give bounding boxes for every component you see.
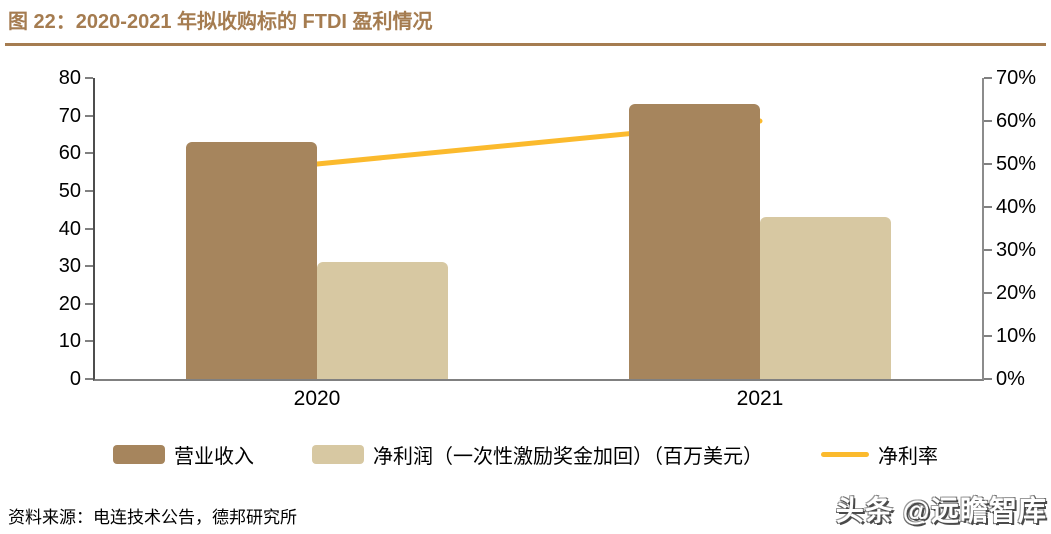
legend-swatch-net-margin: [821, 452, 869, 457]
legend-item-net-profit: 净利润（一次性激励奖金加回）（百万美元）: [312, 440, 763, 469]
legend-item-net-margin: 净利率: [821, 440, 938, 469]
y-axis-right-tick-label: 10%: [996, 325, 1037, 347]
title-underline: [5, 43, 1046, 46]
legend-swatch-net-profit: [312, 445, 364, 464]
y-axis-left-tick-label: 30: [58, 255, 81, 278]
y-axis-right-tick: [984, 163, 992, 165]
y-axis-left-tick: [85, 189, 93, 192]
y-axis-right-tick: [984, 249, 992, 251]
y-axis-right-tick: [984, 292, 992, 294]
y-axis-left-tick: [85, 302, 93, 305]
bar-net-profit-2021: [760, 217, 891, 379]
y-axis-left-tick: [85, 152, 93, 155]
y-axis-left-tick-label: 60: [58, 142, 81, 165]
y-axis-right-tick-label: 50%: [996, 153, 1037, 175]
legend-label-net-profit: 净利润（一次性激励奖金加回）（百万美元）: [373, 446, 763, 468]
plot-area: 0 10 20 30 40 50 60 70 80 0% 10% 20% 30% 40% 50% 60% 70%…: [59, 67, 1036, 410]
watermark: 头条 @远瞻智库: [835, 495, 1047, 526]
y-axis-right-tick: [984, 378, 992, 380]
legend-label-net-margin: 净利率: [878, 446, 938, 468]
figure-title: 图 22：2020-2021 年拟收购标的 FTDI 盈利情况: [8, 11, 433, 33]
y-axis-left-tick-label: 80: [58, 67, 81, 89]
legend-item-revenue: 营业收入: [113, 440, 254, 469]
bar-revenue-2021: [629, 104, 760, 379]
bar-net-profit-2020: [317, 262, 448, 379]
y-axis-left-tick-label: 20: [58, 292, 81, 315]
bar-revenue-2020: [186, 142, 317, 379]
y-axis-right-tick: [984, 120, 992, 122]
source-note: 资料来源：电连技术公告，德邦研究所: [8, 508, 297, 527]
y-axis-right-tick-label: 20%: [996, 282, 1037, 304]
y-axis-left-tick: [85, 114, 93, 117]
x-axis-label-2020: 2020: [293, 387, 341, 410]
y-axis-left-tick: [85, 340, 93, 343]
y-axis-left-tick-label: 0: [69, 368, 81, 390]
y-axis-right-tick: [984, 206, 992, 208]
y-axis-left-tick-label: 70: [58, 104, 81, 127]
y-axis-left-tick: [85, 227, 93, 230]
y-axis-left-tick-label: 10: [58, 330, 81, 353]
y-axis-right-tick-label: 0%: [996, 368, 1025, 390]
y-axis-right-tick-label: 30%: [996, 239, 1037, 261]
y-axis-left-tick: [85, 77, 93, 79]
legend-swatch-revenue: [113, 445, 165, 464]
legend-label-revenue: 营业收入: [174, 446, 254, 468]
y-axis-right-tick-label: 60%: [996, 110, 1037, 132]
y-axis-left-tick: [85, 265, 93, 268]
y-axis-left-tick-label: 50: [58, 179, 81, 202]
y-axis-right-tick-label: 40%: [996, 196, 1037, 218]
x-axis-label-2021: 2021: [736, 387, 784, 410]
y-axis-left-tick-label: 40: [58, 217, 81, 240]
y-axis-right-tick: [984, 335, 992, 337]
legend: 营业收入 净利润（一次性激励奖金加回）（百万美元） 净利率: [0, 440, 1051, 469]
y-axis-left-tick: [85, 378, 93, 380]
y-axis-right-tick-label: 70%: [996, 67, 1037, 89]
y-axis-right-tick: [984, 77, 992, 79]
